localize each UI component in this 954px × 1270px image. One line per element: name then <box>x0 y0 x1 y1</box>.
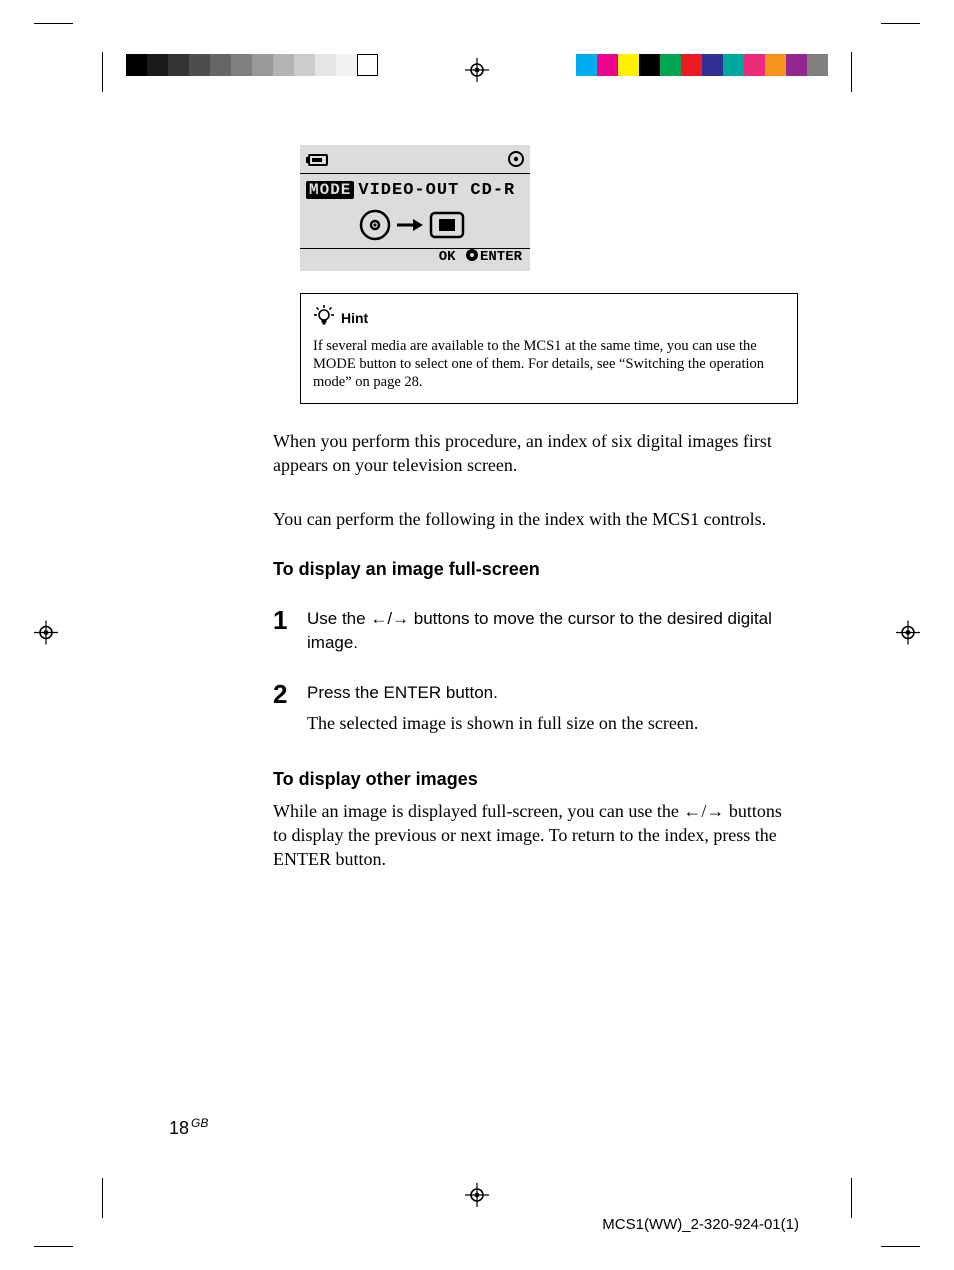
step-2: 2 Press the ENTER button. The selected i… <box>273 681 793 735</box>
section-heading-other-images: To display other images <box>273 769 478 790</box>
crop-mark <box>34 23 73 24</box>
registration-mark-icon <box>465 1183 489 1212</box>
section-heading-fullscreen: To display an image full-screen <box>273 559 540 580</box>
memory-card-icon <box>306 153 330 172</box>
hint-body-text: If several media are available to the MC… <box>313 337 785 391</box>
lcd-enter-label: ENTER <box>480 249 522 265</box>
right-arrow-icon: → <box>392 609 409 628</box>
crop-mark <box>881 1246 920 1247</box>
hint-box: Hint If several media are available to t… <box>300 293 798 404</box>
paragraph-other-images: While an image is displayed full-screen,… <box>273 799 799 871</box>
lcd-display-illustration: MODEVIDEO-OUT CD-R OK ENTER <box>300 145 530 271</box>
step-number: 2 <box>273 681 293 707</box>
lcd-ok-label: OK <box>439 249 456 265</box>
lcd-mode-text: VIDEO-OUT CD-R <box>358 181 515 200</box>
step-number: 1 <box>273 607 293 633</box>
crop-mark <box>34 1246 73 1247</box>
crop-mark <box>102 52 103 92</box>
disc-icon <box>508 151 524 172</box>
registration-mark-icon <box>465 58 489 87</box>
enter-dial-icon <box>465 248 479 267</box>
registration-mark-icon <box>896 621 920 650</box>
step-1: 1 Use the ←/→ buttons to move the cursor… <box>273 607 793 655</box>
page-number-value: 18 <box>169 1118 189 1138</box>
grayscale-swatch-bar <box>126 54 378 76</box>
step-1-text-part: Use the <box>307 609 370 628</box>
lcd-mode-badge: MODE <box>306 181 354 199</box>
crop-mark <box>851 52 852 92</box>
hint-title: Hint <box>341 310 368 326</box>
page-lang-code: GB <box>191 1116 208 1130</box>
right-arrow-icon: → <box>706 801 724 821</box>
step-2-subtext: The selected image is shown in full size… <box>307 711 698 735</box>
left-arrow-icon: ← <box>370 609 387 628</box>
lcd-transfer-icon <box>300 207 530 248</box>
crop-mark <box>851 1178 852 1218</box>
hint-lightbulb-icon <box>313 304 335 331</box>
crop-mark <box>881 23 920 24</box>
paragraph-intro-1: When you perform this procedure, an inde… <box>273 429 783 477</box>
step-1-text: Use the ←/→ buttons to move the cursor t… <box>307 607 793 655</box>
step-2-text: Press the ENTER button. <box>307 681 698 705</box>
paragraph-intro-2: You can perform the following in the ind… <box>273 507 783 531</box>
left-arrow-icon: ← <box>683 801 701 821</box>
para3-part: While an image is displayed full-screen,… <box>273 801 683 821</box>
registration-mark-icon <box>34 621 58 650</box>
document-id: MCS1(WW)_2-320-924-01(1) <box>602 1216 799 1233</box>
page-number: 18GB <box>169 1116 208 1139</box>
color-swatch-bar <box>576 54 828 76</box>
crop-mark <box>102 1178 103 1218</box>
